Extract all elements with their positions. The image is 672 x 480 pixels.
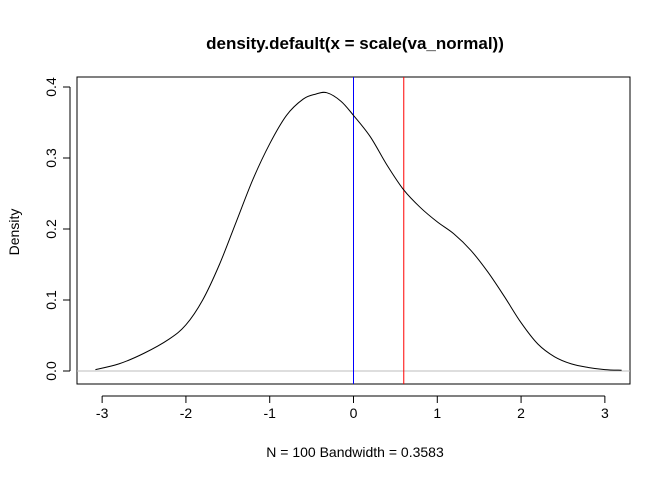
y-tick-label: 0.4 bbox=[43, 77, 59, 97]
y-tick-label: 0.0 bbox=[43, 361, 59, 381]
x-axis-label: N = 100 Bandwidth = 0.3583 bbox=[266, 444, 444, 460]
reference-lines bbox=[77, 77, 630, 384]
chart-title: density.default(x = scale(va_normal)) bbox=[206, 34, 504, 53]
x-tick-label: 3 bbox=[601, 405, 609, 421]
x-axis: -3 -2 -1 0 1 2 3 bbox=[96, 395, 609, 421]
x-tick-label: 2 bbox=[517, 405, 525, 421]
y-axis-label: Density bbox=[6, 209, 22, 256]
y-axis: 0.0 0.1 0.2 0.3 0.4 bbox=[43, 77, 71, 381]
x-tick-label: 1 bbox=[433, 405, 441, 421]
x-tick-label: -2 bbox=[180, 405, 193, 421]
density-series bbox=[95, 91, 622, 371]
x-tick-label: 0 bbox=[350, 405, 358, 421]
y-tick-label: 0.2 bbox=[43, 219, 59, 239]
x-tick-label: -1 bbox=[263, 405, 276, 421]
density-curve-line bbox=[95, 91, 622, 371]
x-tick-label: -3 bbox=[96, 405, 109, 421]
y-tick-label: 0.3 bbox=[43, 148, 59, 168]
y-tick-label: 0.1 bbox=[43, 290, 59, 310]
